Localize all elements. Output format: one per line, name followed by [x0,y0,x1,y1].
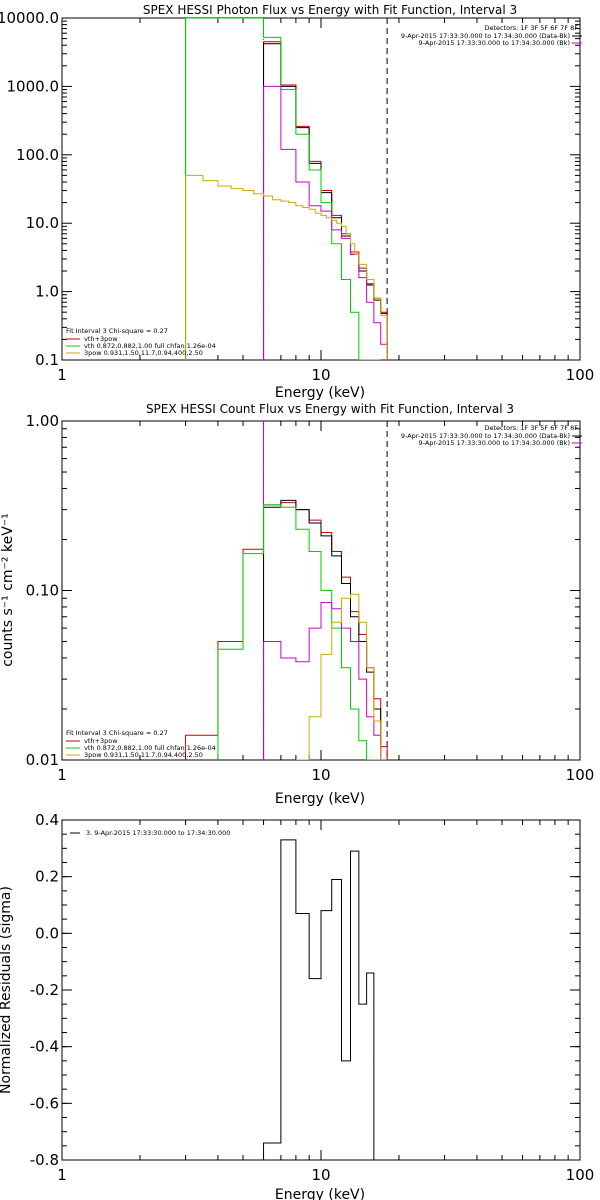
y-tick-labels: 0.01 0.10 1.00 [26,412,59,769]
series-3pow [295,593,382,760]
series-vth [185,18,381,360]
y-tick-labels: 0.1 1.0 10.0 100.0 1000.0 10000.0 [0,9,59,369]
legend-bottom: Fit Interval 3 Chi-square = 0.27 vth+3po… [66,327,216,357]
panel-title: SPEX HESSI Count Flux vs Energy with Fit… [146,402,514,416]
residuals-panel: 0.4 0.2 0.0 -0.2 -0.4 -0.6 -0.8 1 10 100 Energy … [0,811,594,1200]
series-data-bk [263,499,388,760]
legend-entry-fit: vth+3pow [84,737,118,745]
legend-entry-data-bk: 9-Apr-2015 17:33:30.000 to 17:34:30.000 … [401,32,570,40]
y-tick-label: 100.0 [16,146,59,164]
legend-entry-data-bk: 9-Apr-2015 17:33:30.000 to 17:34:30.000 … [401,432,570,440]
legend-entry-residual: 3. 9-Apr-2015 17:33:30.000 to 17:34:30.0… [86,829,230,837]
legend-entry-vth: vth 0.872,0.882,1.00 full chfan 1.26e-04 [84,744,216,752]
legend-entry-fit: vth+3pow [84,335,118,343]
legend: 3. 9-Apr-2015 17:33:30.000 to 17:34:30.0… [70,829,230,837]
y-tick-label: -0.4 [30,1038,59,1056]
y-tick-label: 0.0 [35,924,59,942]
y-tick-label: -0.8 [30,1151,59,1169]
series-bk [263,601,388,760]
y-axis-label: counts s⁻¹ cm⁻² keV⁻¹ [0,513,16,667]
plot-area [61,17,581,361]
x-axis-label: Energy (keV) [275,791,365,807]
legend-fit-header: Fit Interval 3 Chi-square = 0.27 [66,327,168,335]
x-axis-label: Energy (keV) [275,385,365,401]
legend-entry-3pow: 3pow 0.931,1.50,11.7,0.94,400,2.50 [84,751,203,759]
x-tick-label: 100 [566,366,595,384]
legend-entry-bk: 9-Apr-2015 17:33:30.000 to 17:34:30.000 … [419,439,570,447]
legend-fit-header: Fit Interval 3 Chi-square = 0.27 [66,729,168,737]
plot-area [61,420,581,761]
y-tick-label: -0.2 [30,981,59,999]
legend-entry-bk: 9-Apr-2015 17:33:30.000 to 17:34:30.000 … [419,39,570,47]
series-3-9-apr-2015-17-33-30-000-to-17-34-30-000 [263,839,388,1160]
series-3pow [185,174,388,360]
x-tick-label: 10 [311,1166,330,1184]
axes-frame [61,819,581,1161]
x-tick-label: 100 [566,766,595,784]
series-vth-3pow [185,502,388,760]
legend-entry-3pow: 3pow 0.931,1.50,11.7,0.94,400,2.50 [84,349,203,357]
y-axis-label: Normalized Residuals (sigma) [0,886,14,1094]
legend-top: Detectors: 1F 3F 5F 6F 7F 8F 9-Apr-2015 … [401,24,582,47]
x-tick-labels: 1 10 100 [57,366,594,384]
y-tick-label: 1.0 [35,283,59,301]
y-tick-label: 1.00 [26,412,59,430]
y-tick-label: 0.01 [26,751,59,769]
y-tick-label: -0.6 [30,1094,59,1112]
photon-flux-panel: SPEX HESSI Photon Flux vs Energy with Fi… [0,3,594,401]
legend-header: Detectors: 1F 3F 5F 6F 7F 8F [484,24,578,32]
x-tick-label: 1 [57,366,67,384]
y-tick-label: 0.10 [26,582,59,600]
x-tick-label: 1 [57,766,67,784]
series-vth [217,504,381,760]
y-tick-label: 10.0 [26,214,59,232]
x-axis-label: Energy (keV) [275,1187,365,1200]
y-tick-labels: 0.4 0.2 0.0 -0.2 -0.4 -0.6 -0.8 [30,811,59,1169]
x-tick-labels: 1 10 100 [57,766,594,784]
y-tick-label: 0.2 [35,868,59,886]
x-tick-label: 1 [57,1166,67,1184]
x-tick-label: 10 [311,366,330,384]
legend-top: Detectors: 1F 3F 5F 6F 7F 8F 9-Apr-2015 … [401,424,582,447]
count-flux-panel: SPEX HESSI Count Flux vs Energy with Fit… [0,402,594,807]
y-tick-label: 0.1 [35,351,59,369]
x-tick-labels: 1 10 100 [57,1166,594,1184]
legend-entry-vth: vth 0.872,0.882,1.00 full chfan 1.26e-04 [84,342,216,350]
series-data-bk [263,43,388,360]
y-tick-label: 1000.0 [7,77,60,95]
series-bk [263,85,388,360]
plot-area [61,819,581,1161]
y-tick-label: 0.4 [35,811,59,829]
legend-bottom: Fit Interval 3 Chi-square = 0.27 vth+3po… [66,729,216,759]
x-tick-label: 100 [566,1166,595,1184]
x-tick-label: 10 [311,766,330,784]
y-tick-label: 10000.0 [0,9,59,27]
legend-header: Detectors: 1F 3F 5F 6F 7F 8F [484,424,578,432]
panel-title: SPEX HESSI Photon Flux vs Energy with Fi… [143,3,517,17]
